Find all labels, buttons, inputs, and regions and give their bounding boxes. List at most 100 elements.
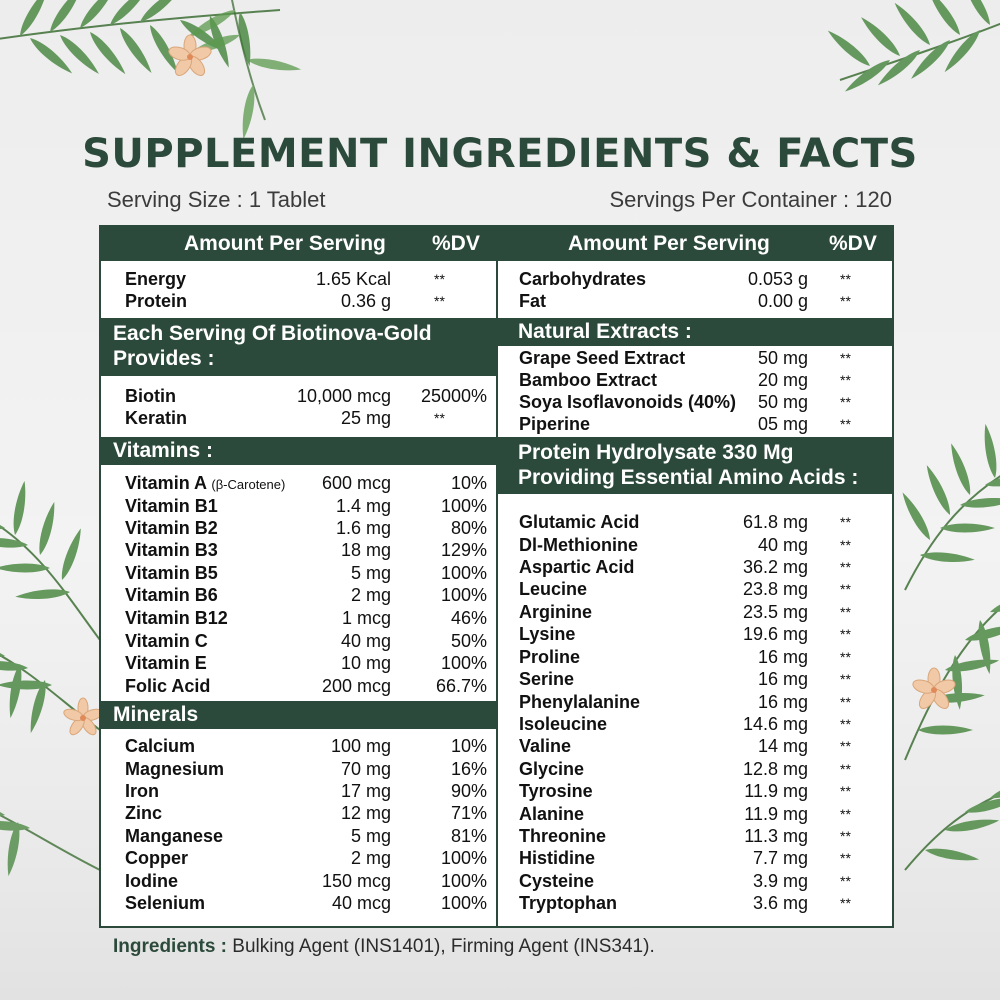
nutrient-row: Selenium 40 mcg 100% [101,892,496,914]
nutrient-amount: 12 mg [340,803,391,823]
nutrient-name: Fat [519,291,546,311]
nutrient-dv: 10% [450,473,487,493]
left-column-header: Amount Per Serving %DV [101,227,496,261]
nutrient-row: Biotin 10,000 mcg 25000% [101,385,496,407]
vitamins-header: Vitamins : [113,439,213,462]
amino-acid-name: Alanine [519,804,585,824]
nutrient-name: Vitamin B1 [125,496,218,516]
natural-extracts-section-header: Natural Extracts : [498,318,892,346]
nutrient-dv: 66.7% [435,676,487,696]
amino-acid-row: Cysteine 3.9 mg ** [498,870,892,892]
biotinova-header-line2: Provides : [113,347,215,370]
amino-acid-dv: ** [840,604,851,620]
amino-acid-row: Glutamic Acid 61.8 mg ** [498,511,892,533]
nutrient-name: Vitamin B12 [125,608,228,628]
nutrient-dv: ** [840,271,851,287]
nutrient-dv: 100% [440,871,487,891]
nutrient-amount: 18 mg [340,540,391,560]
amino-acid-row: Phenylalanine 16 mg ** [498,691,892,713]
nutrient-amount: 10,000 mcg [296,386,391,406]
nutrient-row: Zinc 12 mg 71% [101,802,496,824]
vitamin-a-subtitle: (β-Carotene) [211,477,286,492]
nutrient-dv: ** [840,394,851,410]
nutrient-dv: 50% [450,631,487,651]
amino-acid-dv: ** [840,559,851,575]
nutrient-name: Energy [125,269,187,289]
nutrient-name: Protein [125,291,188,311]
nutrient-dv: 90% [450,781,487,801]
nutrient-row: Piperine 05 mg ** [498,413,892,435]
amino-acid-amount: 40 mg [757,535,808,555]
amino-acid-amount: 11.3 mg [744,826,808,846]
nutrient-dv: 100% [440,893,487,913]
nutrient-dv: ** [840,293,851,309]
nutrient-dv: 100% [440,496,487,516]
nutrient-row: Manganese 5 mg 81% [101,825,496,847]
amino-acid-name: Glycine [519,759,585,779]
amino-acid-name: Phenylalanine [519,692,641,712]
amino-acid-amount: 19.6 mg [742,624,808,644]
amino-acid-amount: 14.6 mg [742,714,808,734]
nutrient-dv: 129% [440,540,487,560]
nutrient-name: Piperine [519,414,591,434]
minerals-section-header: Minerals [101,701,496,729]
nutrient-name: Magnesium [125,759,225,779]
nutrient-name: Vitamin B2 [125,518,218,538]
nutrient-dv: 10% [450,736,487,756]
nutrient-amount: 17 mg [340,781,391,801]
biotinova-header-line1: Each Serving Of Biotinova-Gold [113,322,432,345]
nutrient-row: Vitamin A (β-Carotene) 600 mcg 10% [101,472,496,494]
nutrient-dv: 16% [450,759,487,779]
nutrient-dv: 100% [440,563,487,583]
nutrient-name: Iodine [125,871,178,891]
nutrient-name: Soya Isoflavonoids (40%) [519,392,737,412]
nutrient-row: Iron 17 mg 90% [101,780,496,802]
nutrient-dv: 80% [450,518,487,538]
amino-acid-name: Proline [519,647,581,667]
amino-acid-name: Serine [519,669,575,689]
nutrient-amount: 50 mg [757,392,808,412]
nutrient-name: Vitamin C [125,631,208,651]
amino-acid-row: Lysine 19.6 mg ** [498,623,892,645]
amino-acid-amount: 7.7 mg [752,848,808,868]
amino-acid-name: Cysteine [519,871,595,891]
amino-acid-row: Histidine 7.7 mg ** [498,847,892,869]
amino-acid-amount: 23.5 mg [742,602,808,622]
amino-acid-row: Valine 14 mg ** [498,735,892,757]
amino-acid-amount: 23.8 mg [742,579,808,599]
nutrient-amount: 20 mg [757,370,808,390]
nutrient-amount: 5 mg [350,826,391,846]
nutrient-amount: 40 mcg [331,893,391,913]
amino-acid-row: Proline 16 mg ** [498,646,892,668]
ingredients-statement: Ingredients : Bulking Agent (INS1401), F… [113,936,655,958]
nutrient-row: Vitamin B3 18 mg 129% [101,539,496,561]
amino-acid-dv: ** [840,873,851,889]
nutrient-name: Bamboo Extract [519,370,658,390]
amino-acid-dv: ** [840,626,851,642]
nutrient-dv: ** [840,372,851,388]
nutrient-row: Calcium 100 mg 10% [101,735,496,757]
nutrient-row: Vitamin B5 5 mg 100% [101,562,496,584]
nutrient-amount: 5 mg [350,563,391,583]
nutrient-name: Keratin [125,408,188,428]
nutrient-row: Iodine 150 mcg 100% [101,870,496,892]
amino-acid-name: Aspartic Acid [519,557,635,577]
amino-acid-dv: ** [840,581,851,597]
nutrient-name: Biotin [125,386,176,406]
amino-acid-amount: 11.9 mg [744,804,808,824]
nutrient-row: Magnesium 70 mg 16% [101,758,496,780]
amount-per-serving-header: Amount Per Serving [184,232,386,255]
page-title: SUPPLEMENT INGREDIENTS & FACTS [82,131,918,177]
nutrient-name: Copper [125,848,188,868]
nutrient-dv: ** [840,416,851,432]
nutrient-name: Folic Acid [125,676,211,696]
right-column-header: Amount Per Serving %DV [498,227,892,261]
nutrient-dv: 100% [440,653,487,673]
nutrient-name: Vitamin B6 [125,585,218,605]
nutrient-row: Carbohydrates 0.053 g ** [498,268,892,290]
nutrient-row: Vitamin B2 1.6 mg 80% [101,517,496,539]
nutrient-amount: 05 mg [757,414,808,434]
amino-acid-dv: ** [840,671,851,687]
nutrient-amount: 600 mcg [321,473,391,493]
